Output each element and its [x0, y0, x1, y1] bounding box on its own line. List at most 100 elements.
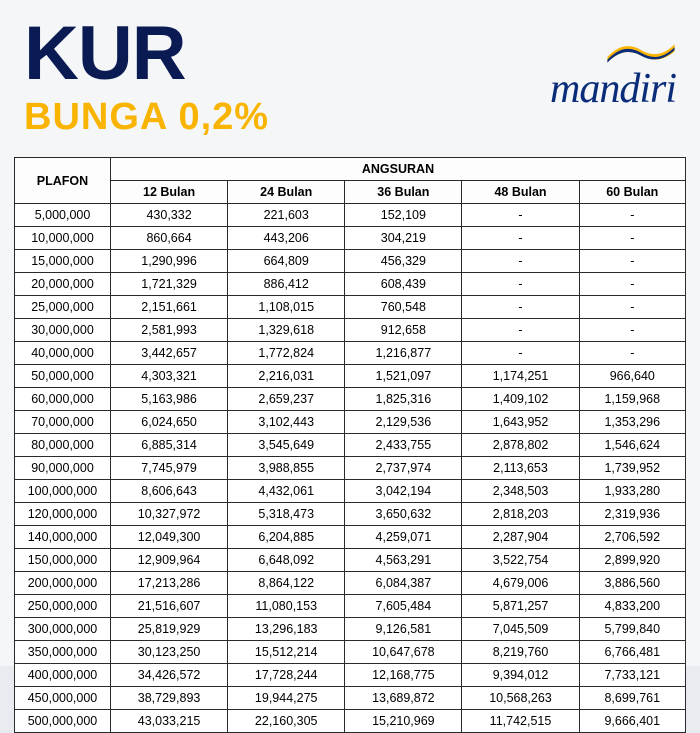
- cell-value: 13,296,183: [228, 618, 345, 641]
- cell-value: 3,545,649: [228, 434, 345, 457]
- cell-value: 12,168,775: [345, 664, 462, 687]
- cell-value: 8,699,761: [579, 687, 685, 710]
- cell-value: 7,605,484: [345, 595, 462, 618]
- cell-value: 4,833,200: [579, 595, 685, 618]
- logo-text: mandiri: [550, 65, 676, 113]
- cell-plafon: 15,000,000: [15, 250, 111, 273]
- cell-value: 4,432,061: [228, 480, 345, 503]
- cell-value: 608,439: [345, 273, 462, 296]
- cell-value: 43,033,215: [111, 710, 228, 733]
- cell-value: 2,287,904: [462, 526, 579, 549]
- cell-value: 760,548: [345, 296, 462, 319]
- cell-value: 1,825,316: [345, 388, 462, 411]
- cell-value: 1,739,952: [579, 457, 685, 480]
- cell-value: 3,650,632: [345, 503, 462, 526]
- cell-value: 17,213,286: [111, 572, 228, 595]
- cell-value: 2,113,653: [462, 457, 579, 480]
- cell-value: 1,108,015: [228, 296, 345, 319]
- cell-value: 5,163,986: [111, 388, 228, 411]
- cell-value: 1,643,952: [462, 411, 579, 434]
- cell-value: 9,394,012: [462, 664, 579, 687]
- cell-value: -: [579, 319, 685, 342]
- cell-value: 1,521,097: [345, 365, 462, 388]
- table-row: 150,000,00012,909,9646,648,0924,563,2913…: [15, 549, 686, 572]
- table-row: 100,000,0008,606,6434,432,0613,042,1942,…: [15, 480, 686, 503]
- cell-value: -: [579, 227, 685, 250]
- cell-value: 6,648,092: [228, 549, 345, 572]
- cell-value: 304,219: [345, 227, 462, 250]
- cell-value: 443,206: [228, 227, 345, 250]
- cell-value: 12,909,964: [111, 549, 228, 572]
- cell-value: -: [579, 296, 685, 319]
- cell-value: 4,259,071: [345, 526, 462, 549]
- cell-value: 10,327,972: [111, 503, 228, 526]
- cell-value: 2,899,920: [579, 549, 685, 572]
- cell-value: -: [462, 273, 579, 296]
- cell-value: 9,126,581: [345, 618, 462, 641]
- cell-value: 10,568,263: [462, 687, 579, 710]
- table-row: 350,000,00030,123,25015,512,21410,647,67…: [15, 641, 686, 664]
- table-head: PLAFON ANGSURAN 12 Bulan24 Bulan36 Bulan…: [15, 158, 686, 204]
- table-row: 250,000,00021,516,60711,080,1537,605,484…: [15, 595, 686, 618]
- cell-plafon: 450,000,000: [15, 687, 111, 710]
- cell-value: 152,109: [345, 204, 462, 227]
- mandiri-logo: mandiri: [550, 36, 676, 113]
- cell-value: 34,426,572: [111, 664, 228, 687]
- cell-value: 13,689,872: [345, 687, 462, 710]
- col-period: 48 Bulan: [462, 181, 579, 204]
- cell-plafon: 140,000,000: [15, 526, 111, 549]
- cell-value: 1,721,329: [111, 273, 228, 296]
- cell-value: 11,742,515: [462, 710, 579, 733]
- cell-value: 9,666,401: [579, 710, 685, 733]
- cell-value: -: [462, 296, 579, 319]
- cell-plafon: 40,000,000: [15, 342, 111, 365]
- table-row: 25,000,0002,151,6611,108,015760,548--: [15, 296, 686, 319]
- cell-value: 6,766,481: [579, 641, 685, 664]
- cell-value: -: [579, 273, 685, 296]
- col-angsuran: ANGSURAN: [111, 158, 686, 181]
- cell-value: 5,318,473: [228, 503, 345, 526]
- cell-value: 8,219,760: [462, 641, 579, 664]
- cell-value: 5,799,840: [579, 618, 685, 641]
- ribbon-icon: [606, 36, 676, 64]
- cell-plafon: 10,000,000: [15, 227, 111, 250]
- cell-value: 3,886,560: [579, 572, 685, 595]
- cell-value: 1,159,968: [579, 388, 685, 411]
- cell-value: 4,679,006: [462, 572, 579, 595]
- cell-plafon: 400,000,000: [15, 664, 111, 687]
- cell-value: 7,045,509: [462, 618, 579, 641]
- cell-value: 1,290,996: [111, 250, 228, 273]
- table-row: 70,000,0006,024,6503,102,4432,129,5361,6…: [15, 411, 686, 434]
- cell-value: 3,102,443: [228, 411, 345, 434]
- cell-value: 6,024,650: [111, 411, 228, 434]
- table-body: 5,000,000430,332221,603152,109--10,000,0…: [15, 204, 686, 733]
- cell-value: 1,353,296: [579, 411, 685, 434]
- cell-plafon: 60,000,000: [15, 388, 111, 411]
- header: KUR BUNGA 0,2% mandiri: [14, 18, 686, 139]
- cell-value: 1,216,877: [345, 342, 462, 365]
- cell-value: -: [462, 250, 579, 273]
- cell-value: -: [462, 204, 579, 227]
- cell-plafon: 100,000,000: [15, 480, 111, 503]
- cell-value: 2,737,974: [345, 457, 462, 480]
- table-row: 15,000,0001,290,996664,809456,329--: [15, 250, 686, 273]
- table-row: 30,000,0002,581,9931,329,618912,658--: [15, 319, 686, 342]
- page: KUR BUNGA 0,2% mandiri PLAFON ANGSURAN 1…: [0, 0, 700, 666]
- cell-value: 7,733,121: [579, 664, 685, 687]
- table-row: 120,000,00010,327,9725,318,4733,650,6322…: [15, 503, 686, 526]
- cell-value: 3,522,754: [462, 549, 579, 572]
- angsuran-table: PLAFON ANGSURAN 12 Bulan24 Bulan36 Bulan…: [14, 157, 686, 733]
- cell-value: 2,878,802: [462, 434, 579, 457]
- table-row: 200,000,00017,213,2868,864,1226,084,3874…: [15, 572, 686, 595]
- cell-value: 38,729,893: [111, 687, 228, 710]
- cell-plafon: 90,000,000: [15, 457, 111, 480]
- cell-value: 4,303,321: [111, 365, 228, 388]
- cell-value: 912,658: [345, 319, 462, 342]
- cell-plafon: 200,000,000: [15, 572, 111, 595]
- cell-plafon: 80,000,000: [15, 434, 111, 457]
- cell-plafon: 350,000,000: [15, 641, 111, 664]
- cell-plafon: 250,000,000: [15, 595, 111, 618]
- cell-value: 456,329: [345, 250, 462, 273]
- cell-plafon: 5,000,000: [15, 204, 111, 227]
- cell-value: -: [462, 319, 579, 342]
